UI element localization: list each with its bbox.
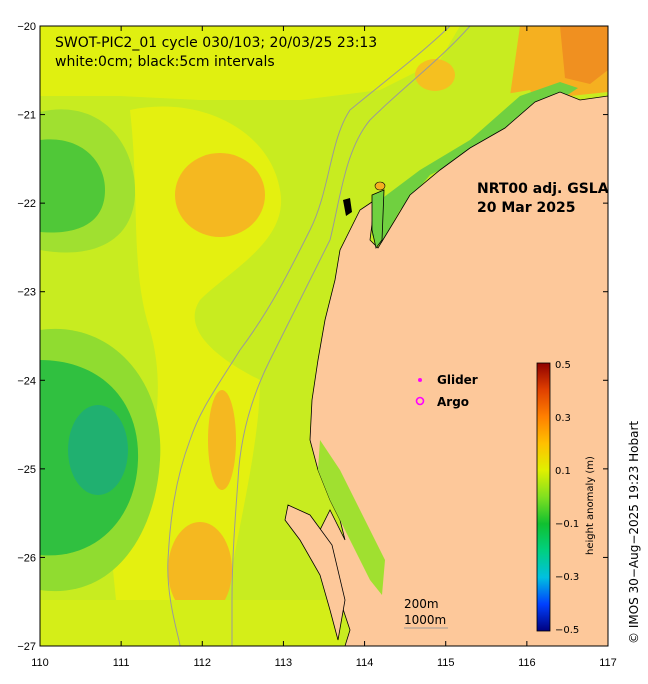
colorbar: [536, 362, 551, 632]
argo-marker-icon: [415, 396, 425, 406]
x-axis: 110 111 112 113 114 115 116 117: [31, 26, 617, 669]
anomaly-spot-north: [415, 59, 455, 91]
colorbar-tick-label: 0.5: [555, 360, 571, 371]
anomaly-south: [40, 600, 340, 646]
map-plot-area: [40, 26, 608, 646]
colorbar-title: height anomaly (m): [585, 456, 596, 555]
isobath-label-1000m: 1000m: [404, 613, 446, 627]
peninsula-west: [284, 504, 346, 641]
credit-text: © IMOS 30−Aug−2025 19:23 Hobart: [627, 421, 641, 644]
x-tick-label: 110: [31, 657, 49, 669]
shark-bay-water: [318, 440, 385, 595]
y-tick-label: −21: [17, 110, 36, 122]
island-marker: [374, 181, 386, 191]
north-west-cape: [371, 189, 385, 249]
x-tick-label: 117: [599, 657, 617, 669]
x-tick-label: 111: [113, 657, 130, 669]
y-axis: −20 −21 −22 −23 −24 −25 −26 −27: [17, 21, 608, 653]
glider-legend-label: Glider: [437, 373, 478, 387]
colorbar-tick-label: −0.5: [555, 625, 579, 636]
colorbar-tick-label: −0.3: [555, 572, 579, 583]
colorbar-tick-label: −0.1: [555, 519, 579, 530]
y-tick-label: −26: [17, 552, 36, 564]
argo-legend-label: Argo: [437, 395, 469, 409]
isobath-label-200m: 200m: [404, 597, 439, 611]
y-tick-label: −27: [17, 641, 36, 653]
colorbar-ticks: 0.5 0.3 0.1 −0.1 −0.3 −0.5: [555, 360, 579, 636]
product-label-line1: NRT00 adj. GSLA: [477, 181, 609, 197]
coast-islets: [343, 198, 352, 216]
eddy-warm-north: [175, 153, 265, 237]
y-tick-label: −20: [17, 21, 36, 33]
plot-border: [39, 25, 609, 647]
colorbar-tick-label: 0.1: [555, 466, 571, 477]
eddy-warm-mid: [208, 390, 236, 490]
x-tick-label: 113: [275, 657, 293, 669]
eddy-west-south-core: [68, 405, 128, 495]
anomaly-yellow-central: [110, 106, 282, 640]
colorbar-tick-label: 0.3: [555, 413, 571, 424]
isobath-1000m: [231, 26, 471, 646]
x-tick-label: 112: [194, 657, 212, 669]
x-tick-label: 115: [437, 657, 455, 669]
y-tick-label: −25: [17, 464, 36, 476]
x-tick-label: 116: [518, 657, 536, 669]
product-label-line2: 20 Mar 2025: [477, 200, 575, 216]
anomaly-yellow-north: [40, 26, 460, 100]
map-title-line1: SWOT-PIC2_01 cycle 030/103; 20/03/25 23:…: [55, 35, 377, 51]
map-title-line2: white:0cm; black:5cm intervals: [55, 54, 275, 70]
eddy-west-north-inner: [40, 139, 105, 233]
isobath-200m: [167, 26, 451, 646]
y-tick-label: −24: [17, 375, 36, 387]
y-tick-label: −22: [17, 198, 36, 210]
glider-marker-icon: [418, 378, 422, 382]
x-tick-label: 114: [356, 657, 374, 669]
anomaly-peak-ne: [560, 26, 608, 84]
eddy-warm-south: [168, 522, 232, 618]
y-tick-label: −23: [17, 287, 36, 299]
